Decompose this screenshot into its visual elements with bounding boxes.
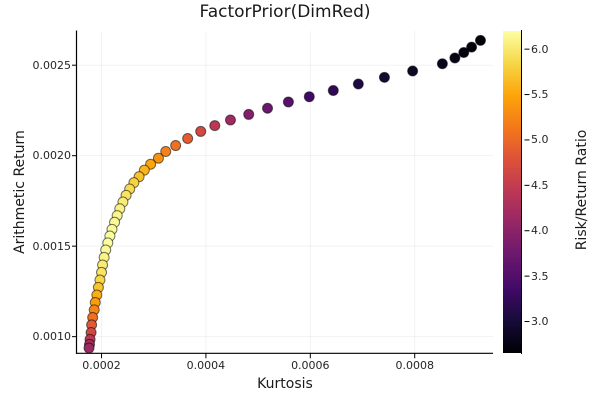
scatter-point — [152, 152, 164, 164]
scatter-point — [436, 58, 448, 70]
scatter-point — [407, 65, 419, 77]
x-axis-label: Kurtosis — [257, 376, 313, 392]
cbar-tick-label: 3.0 — [531, 315, 549, 329]
colorbar-axis-line — [521, 30, 522, 354]
scatter-point — [160, 146, 172, 158]
cbar-tick-label: 5.5 — [531, 88, 549, 102]
x-tick-label: 0.0008 — [395, 359, 434, 372]
scatter-point — [378, 71, 390, 83]
y-axis-label: Arithmetic Return — [12, 130, 28, 254]
chart-title: FactorPrior(DimRed) — [199, 2, 371, 22]
cbar-tick-label: 4.0 — [531, 224, 549, 238]
x-tick-label: 0.0006 — [291, 359, 330, 372]
cbar-tick-label: 5.0 — [531, 133, 549, 147]
y-tick-label: 0.0015 — [32, 239, 72, 253]
scatter-point — [224, 114, 236, 126]
colorbar-label: Risk/Return Ratio — [574, 129, 590, 251]
cbar-tick-label: 3.5 — [531, 269, 549, 283]
y-tick-label: 0.0020 — [32, 149, 72, 163]
scatter-point — [209, 120, 221, 132]
scatter-point — [327, 85, 339, 97]
cbar-tick-label: 4.5 — [531, 178, 549, 192]
scatter-point — [303, 91, 315, 103]
scatter-point — [83, 342, 95, 354]
y-tick-label: 0.0010 — [32, 330, 72, 344]
scatter-point — [170, 140, 182, 152]
scatter-point — [262, 102, 274, 114]
scatter-point — [449, 52, 461, 64]
cbar-tick-label: 6.0 — [531, 42, 549, 56]
scatter-point — [458, 47, 470, 59]
scatter-point — [182, 132, 194, 144]
scatter-point — [352, 78, 364, 90]
scatter-point — [243, 108, 255, 120]
scatter-point — [466, 41, 478, 53]
scatter-point — [474, 34, 486, 46]
x-tick-label: 0.0004 — [186, 359, 226, 372]
x-tick-label: 0.0002 — [82, 359, 121, 372]
scatter-point — [282, 96, 294, 108]
scatter-point — [195, 125, 207, 137]
colorbar-gradient — [503, 31, 521, 353]
y-tick-label: 0.0025 — [32, 58, 72, 72]
